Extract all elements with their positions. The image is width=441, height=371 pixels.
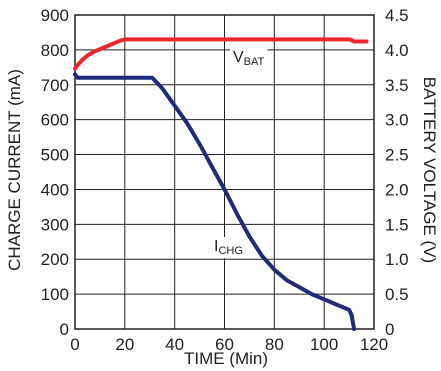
y2-tick-label: 0 xyxy=(385,320,394,339)
y-tick-label: 0 xyxy=(60,320,69,339)
y2-tick-label: 4.5 xyxy=(385,6,409,25)
ichg-line xyxy=(73,72,357,331)
y2-tick-label: 1.0 xyxy=(385,250,409,269)
y-tick-label: 200 xyxy=(41,250,69,269)
y-tick-label: 500 xyxy=(41,146,69,165)
x-tick-label: 120 xyxy=(360,335,388,354)
x-tick-label: 0 xyxy=(70,335,79,354)
y2-tick-label: 2.5 xyxy=(385,146,409,165)
y2-axis-label: BATTERY VOLTAGE (V) xyxy=(420,77,439,263)
y-tick-label: 600 xyxy=(41,111,69,130)
x-axis-label: TIME (Min) xyxy=(184,349,268,368)
y2-tick-labels: 0 0.5 1.0 1.5 2.0 2.5 3.0 3.5 4.0 4.5 xyxy=(385,6,409,339)
series-lines xyxy=(73,37,369,331)
y-axis-label: CHARGE CURRENT (mA) xyxy=(5,69,24,271)
y-tick-labels: 0 100 200 300 400 500 600 700 800 900 xyxy=(41,6,69,339)
plot-frame xyxy=(74,14,375,330)
y-tick-label: 100 xyxy=(41,285,69,304)
x-tick-label: 20 xyxy=(115,335,134,354)
x-tick-labels: 0 20 40 60 80 100 120 xyxy=(70,335,388,354)
y2-tick-label: 3.5 xyxy=(385,76,409,95)
y-tick-label: 700 xyxy=(41,76,69,95)
y2-tick-label: 2.0 xyxy=(385,180,409,199)
vbat-label-main: V xyxy=(233,49,244,66)
ichg-series-label: ICHG xyxy=(211,237,246,258)
svg-text:ICHG: ICHG xyxy=(214,238,243,257)
x-tick-label: 60 xyxy=(215,335,234,354)
x-tick-label: 40 xyxy=(165,335,184,354)
ichg-label-sub: CHG xyxy=(218,245,242,257)
y-tick-label: 300 xyxy=(41,215,69,234)
x-tick-label: 100 xyxy=(310,335,338,354)
vbat-label-sub: BAT xyxy=(244,56,265,68)
vbat-series-label: VBAT xyxy=(230,48,268,69)
y2-tick-label: 3.0 xyxy=(385,111,409,130)
svg-text:VBAT: VBAT xyxy=(233,49,265,68)
x-tick-label: 80 xyxy=(265,335,284,354)
ichg-label-main: I xyxy=(214,238,218,255)
y-tick-label: 900 xyxy=(41,6,69,25)
y2-tick-label: 0.5 xyxy=(385,285,409,304)
plot-grid xyxy=(75,15,374,329)
y-tick-label: 800 xyxy=(41,41,69,60)
y-tick-label: 400 xyxy=(41,180,69,199)
y2-tick-label: 1.5 xyxy=(385,215,409,234)
y2-tick-label: 4.0 xyxy=(385,41,409,60)
vbat-line xyxy=(73,37,369,71)
